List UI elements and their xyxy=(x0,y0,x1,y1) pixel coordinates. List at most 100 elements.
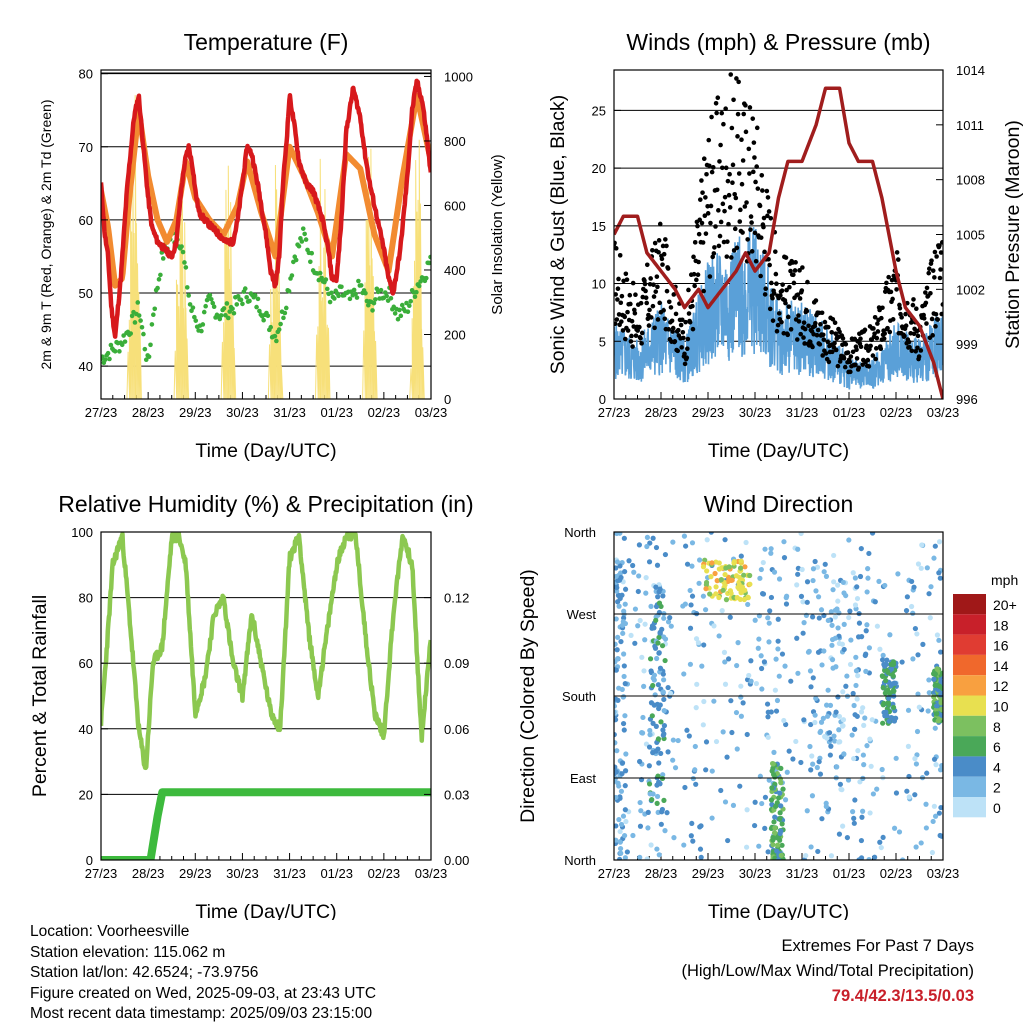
gust-point xyxy=(715,95,721,101)
x-tick-label: 02/23 xyxy=(880,405,913,420)
dewpoint-point xyxy=(272,333,278,339)
direction-point xyxy=(773,803,779,810)
direction-point xyxy=(831,733,837,739)
direction-point xyxy=(829,642,835,648)
direction-point xyxy=(799,566,805,573)
legend-swatch xyxy=(953,675,986,696)
direction-point xyxy=(695,640,702,646)
dewpoint-point xyxy=(138,318,143,323)
gust-point xyxy=(666,299,672,305)
plot-area xyxy=(614,532,943,860)
direction-point xyxy=(880,834,886,841)
gust-point xyxy=(717,159,722,164)
direction-point xyxy=(621,535,627,541)
direction-point xyxy=(776,673,782,679)
elevation-text: Station elevation: 115.062 m xyxy=(30,943,226,961)
direction-point xyxy=(827,702,834,708)
gust-point xyxy=(697,217,703,223)
direction-point xyxy=(768,546,774,552)
gust-point xyxy=(795,337,800,342)
direction-point xyxy=(650,750,656,756)
direction-point xyxy=(738,553,744,559)
gust-point xyxy=(643,295,649,300)
direction-point xyxy=(758,566,764,573)
gust-point xyxy=(764,188,770,194)
direction-point xyxy=(622,768,629,774)
gust-point xyxy=(779,319,784,325)
direction-point xyxy=(707,591,713,597)
direction-point xyxy=(835,582,841,588)
dewpoint-point xyxy=(423,275,429,281)
gust-point xyxy=(805,279,810,285)
direction-point xyxy=(884,657,890,663)
gust-point xyxy=(757,203,763,209)
direction-point xyxy=(836,831,843,837)
direction-point xyxy=(702,557,708,563)
direction-point xyxy=(667,615,673,621)
direction-point xyxy=(909,578,915,585)
direction-point xyxy=(687,625,694,631)
gust-point xyxy=(614,292,618,297)
gust-point xyxy=(806,323,811,329)
direction-point xyxy=(617,795,623,801)
direction-point xyxy=(688,602,694,608)
gust-point xyxy=(887,329,893,335)
y2-tick-label: 0 xyxy=(444,392,451,407)
direction-point xyxy=(623,818,629,825)
direction-point xyxy=(622,783,628,789)
direction-point xyxy=(614,764,618,770)
direction-point xyxy=(931,756,938,762)
gust-point xyxy=(731,97,736,103)
x-tick-label: 03/23 xyxy=(415,866,448,881)
gust-point xyxy=(933,324,938,329)
gust-point xyxy=(776,311,782,316)
direction-point xyxy=(662,551,669,558)
direction-point xyxy=(808,844,814,850)
y-tick-label: West xyxy=(567,607,597,622)
y2-tick-label: 0.12 xyxy=(444,591,469,606)
direction-point xyxy=(777,830,783,837)
gust-point xyxy=(632,310,638,316)
dewpoint-point xyxy=(199,328,204,334)
direction-point xyxy=(837,781,843,787)
x-tick-label: 01/23 xyxy=(320,866,353,881)
temp-2m-line xyxy=(101,78,431,339)
gust-point xyxy=(768,215,774,221)
gust-point xyxy=(751,169,756,175)
recent-text: Most recent data timestamp: 2025/09/03 2… xyxy=(30,1005,373,1022)
direction-point xyxy=(865,575,871,581)
direction-point xyxy=(660,671,666,677)
direction-point xyxy=(688,833,694,839)
gust-point xyxy=(700,240,706,245)
gust-point xyxy=(629,318,635,324)
dewpoint-point xyxy=(388,295,394,301)
direction-point xyxy=(713,738,720,745)
x-tick-label: 27/23 xyxy=(598,866,631,881)
direction-point xyxy=(703,579,710,586)
direction-point xyxy=(728,577,734,584)
gust-point xyxy=(730,162,736,168)
gust-point xyxy=(697,197,703,202)
direction-point xyxy=(766,639,772,645)
direction-point xyxy=(807,668,814,674)
direction-point xyxy=(864,622,870,628)
direction-point xyxy=(618,821,625,828)
direction-point xyxy=(856,857,862,860)
legend-swatch xyxy=(953,756,986,777)
direction-point xyxy=(667,690,674,696)
gust-point xyxy=(618,300,624,306)
gust-point xyxy=(691,271,697,277)
direction-point xyxy=(905,707,912,713)
direction-point xyxy=(734,746,740,752)
gust-point xyxy=(795,292,801,297)
gust-point xyxy=(723,106,728,111)
gust-point xyxy=(778,293,783,298)
direction-point xyxy=(616,603,622,609)
gust-point xyxy=(796,313,801,318)
gust-point xyxy=(823,351,829,356)
gust-point xyxy=(684,355,690,361)
direction-point xyxy=(836,713,843,720)
direction-point xyxy=(716,560,722,566)
direction-point xyxy=(886,695,892,701)
direction-point xyxy=(681,842,687,848)
